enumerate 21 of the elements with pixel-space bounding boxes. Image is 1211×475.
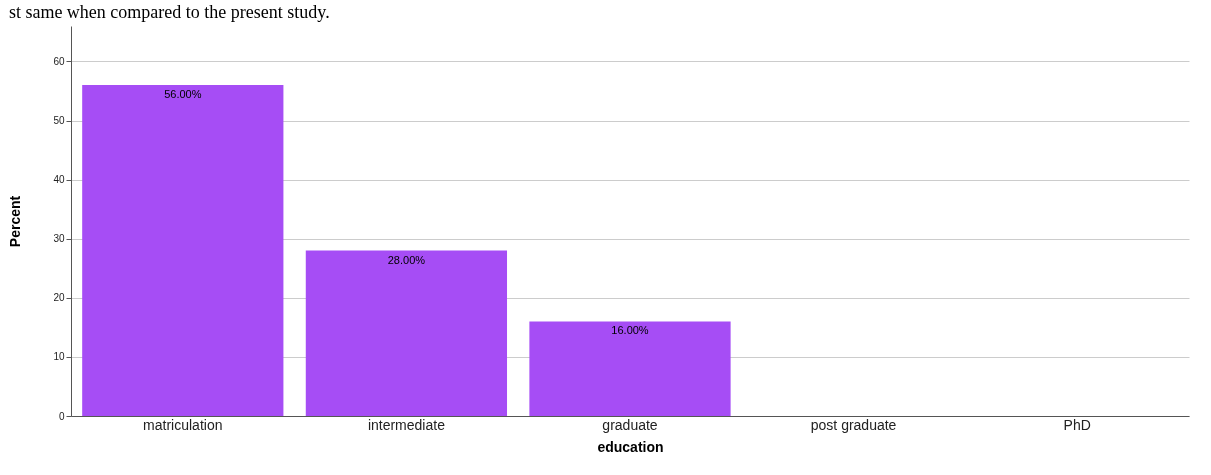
x-tick-label: intermediate xyxy=(367,416,446,433)
y-tick-label: 60 xyxy=(53,55,65,67)
y-tick-label: 10 xyxy=(53,351,65,363)
data-label: 56.00% xyxy=(164,88,202,101)
x-tick-label: post graduate xyxy=(810,416,897,433)
x-axis-title: education xyxy=(597,438,664,455)
data-label: 28.00% xyxy=(387,253,426,266)
y-tick-label: 30 xyxy=(53,233,65,245)
y-axis-title: Percent xyxy=(7,195,24,248)
x-tick-label: graduate xyxy=(602,416,658,433)
x-tick-label: PhD xyxy=(1063,416,1091,433)
text: st same when compared to the present study. xyxy=(8,2,330,22)
x-tick-label: matriculation xyxy=(143,416,223,433)
y-tick-label: 0 xyxy=(58,410,65,422)
data-label: 16.00% xyxy=(611,324,649,337)
bar xyxy=(305,250,508,416)
bar xyxy=(82,85,284,416)
y-tick-label: 40 xyxy=(53,174,65,186)
y-tick-label: 20 xyxy=(53,292,65,304)
y-tick-label: 50 xyxy=(53,115,65,127)
bar xyxy=(529,321,731,416)
